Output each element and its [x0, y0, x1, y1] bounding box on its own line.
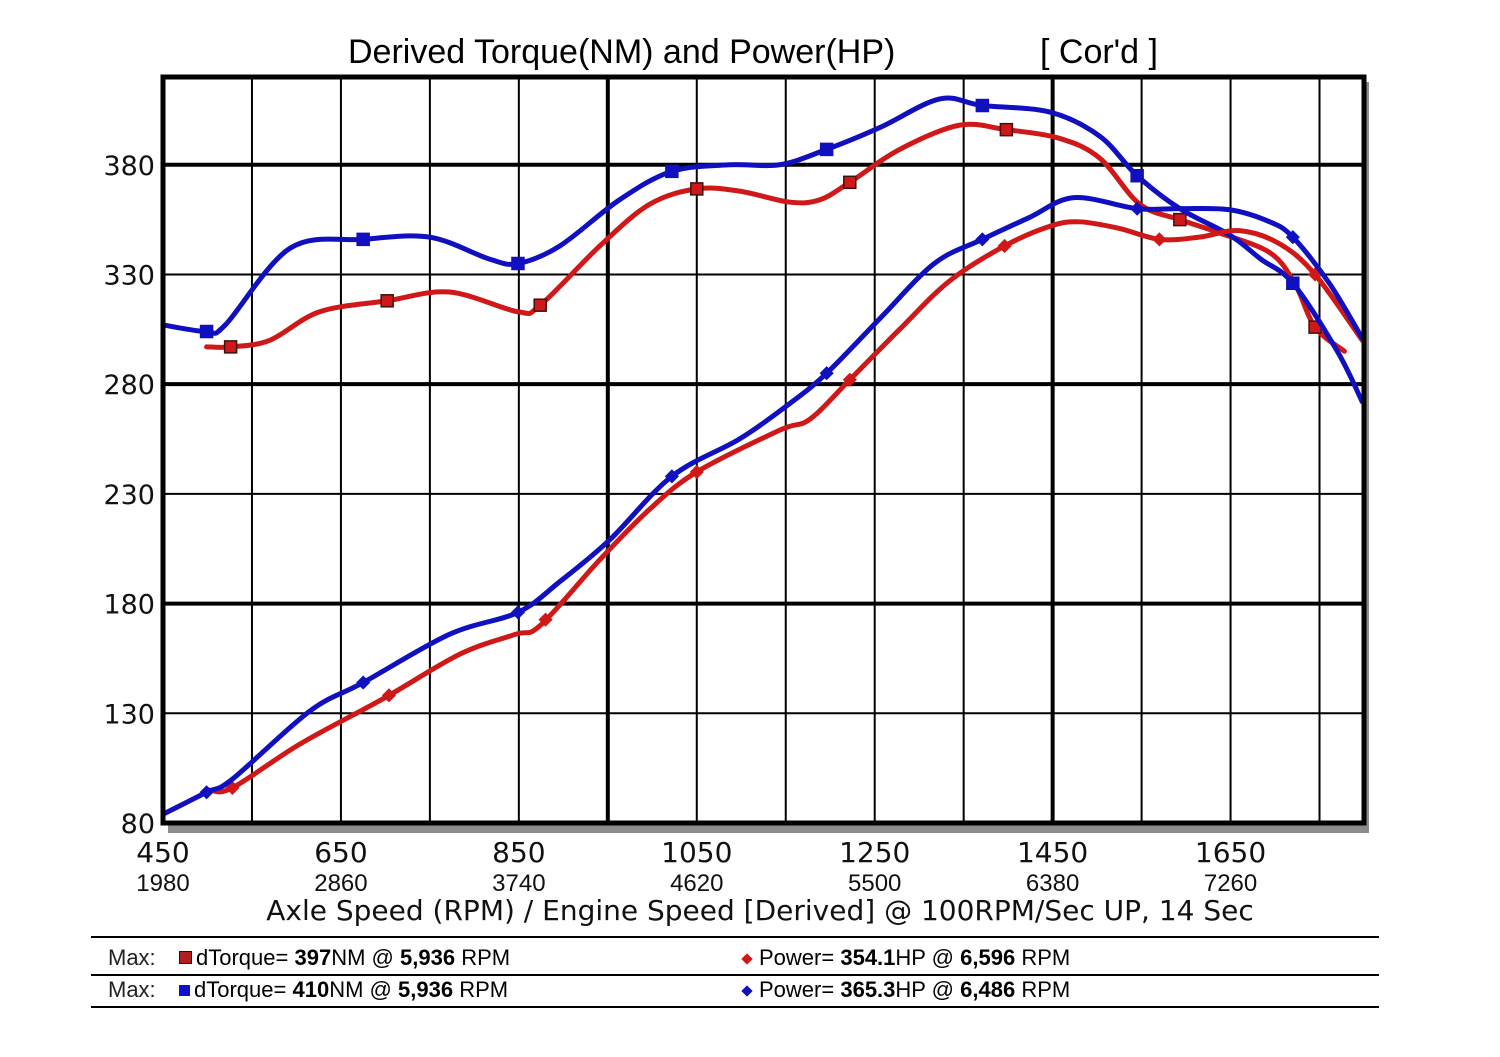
- data-marker-square: [999, 122, 1014, 137]
- max-summary-table: Max: dTorque= 397NM @ 5,936 RPM Power= 3…: [91, 936, 1379, 1010]
- diamond-marker-icon: [741, 953, 753, 965]
- data-marker-diamond: [975, 232, 990, 247]
- data-marker-square: [380, 294, 394, 308]
- diamond-marker-icon: [741, 985, 753, 997]
- data-marker-diamond: [199, 785, 214, 800]
- data-marker-diamond: [356, 675, 371, 690]
- data-marker-diamond: [842, 372, 857, 387]
- x-tick-label: 650: [314, 836, 367, 869]
- series-power-red: [207, 219, 1365, 795]
- series-power-blue: [160, 195, 1365, 817]
- x-tick-label: 1050: [661, 836, 732, 869]
- torque-max-rpm: 5,936: [400, 945, 456, 970]
- data-marker-diamond: [381, 688, 397, 703]
- data-marker-square: [1173, 212, 1187, 227]
- summary-row-run2: Max: dTorque= 410NM @ 5,936 RPM Power= 3…: [91, 975, 1379, 1005]
- x-tick-label-engine-rpm: 5500: [848, 870, 901, 897]
- power-max-value: 365.3: [840, 977, 896, 1002]
- data-marker-diamond: [689, 464, 704, 480]
- plot-frame: [160, 74, 1367, 826]
- y-tick-label: 180: [103, 590, 155, 621]
- data-marker-square: [843, 175, 857, 190]
- torque-max-value: 410: [292, 977, 330, 1002]
- torque-max-value: 397: [294, 945, 332, 970]
- x-tick-label: 1250: [839, 836, 910, 869]
- torque-summary: dTorque= 410NM @ 5,936 RPM: [179, 975, 508, 1005]
- data-marker-diamond: [538, 612, 553, 627]
- divider: [91, 936, 1379, 938]
- data-marker-diamond: [1130, 201, 1145, 216]
- square-marker-icon: [179, 985, 190, 996]
- torque-summary: dTorque= 397NM @ 5,936 RPM: [179, 943, 510, 973]
- divider: [91, 974, 1379, 976]
- dyno-chart: Derived Torque(NM) and Power(HP) [ Cor'd…: [103, 33, 1369, 927]
- y-tick-label: 130: [103, 699, 155, 730]
- data-marker-square: [819, 142, 834, 157]
- data-marker-diamond: [664, 469, 679, 484]
- y-tick-label: 80: [121, 809, 155, 840]
- data-marker-square: [356, 232, 370, 247]
- x-axis-label: Axle Speed (RPM) / Engine Speed [Derived…: [266, 894, 1254, 927]
- power-summary: Power= 365.3HP @ 6,486 RPM: [741, 975, 1070, 1005]
- x-tick-label: 1650: [1195, 836, 1266, 869]
- y-tick-label: 280: [103, 370, 155, 401]
- data-marker-diamond: [1152, 232, 1167, 247]
- x-tick-label: 1450: [1017, 836, 1088, 869]
- power-max-rpm: 6,486: [960, 977, 1016, 1002]
- data-marker-diamond: [1285, 230, 1300, 245]
- plot-area: [163, 77, 1364, 823]
- x-tick-label-engine-rpm: 3740: [492, 870, 545, 897]
- data-marker-square: [199, 324, 214, 339]
- data-marker-square: [690, 182, 704, 196]
- data-marker-diamond: [510, 605, 526, 620]
- chart-title-tag: [ Cor'd ]: [1040, 33, 1158, 71]
- x-tick-label-engine-rpm: 6380: [1026, 870, 1079, 897]
- x-tick-label: 450: [136, 836, 189, 869]
- power-max-value: 354.1: [840, 945, 896, 970]
- y-tick-label: 380: [103, 151, 155, 182]
- x-tick-label: 850: [492, 836, 545, 869]
- divider: [91, 1006, 1379, 1008]
- x-tick-label-engine-rpm: 4620: [670, 870, 723, 897]
- x-tick-label-engine-rpm: 7260: [1204, 870, 1257, 897]
- x-tick-label-engine-rpm: 1980: [136, 870, 189, 897]
- y-tick-label: 230: [103, 480, 155, 511]
- data-marker-diamond: [819, 366, 834, 381]
- y-axis: 80 130 180 230 280 330 380: [103, 151, 155, 840]
- data-marker-square: [1130, 168, 1144, 183]
- data-marker-square: [533, 298, 547, 312]
- square-marker-icon: [179, 951, 192, 964]
- summary-row-run1: Max: dTorque= 397NM @ 5,936 RPM Power= 3…: [91, 943, 1379, 973]
- data-marker-diamond: [997, 238, 1012, 254]
- power-max-rpm: 6,596: [960, 945, 1016, 970]
- data-marker-square: [665, 164, 679, 179]
- data-marker-square: [223, 340, 238, 354]
- torque-max-rpm: 5,936: [398, 977, 454, 1002]
- series-line: [207, 219, 1365, 795]
- x-tick-label-engine-rpm: 2860: [314, 870, 367, 897]
- max-label: Max:: [108, 977, 156, 1002]
- data-marker-square: [1286, 276, 1300, 290]
- data-marker-square: [975, 98, 990, 113]
- y-tick-label: 330: [103, 260, 155, 291]
- data-marker-square: [511, 256, 525, 271]
- series-line: [204, 121, 1347, 354]
- series-layer: [160, 95, 1365, 817]
- chart-title: Derived Torque(NM) and Power(HP): [348, 33, 895, 71]
- power-summary: Power= 354.1HP @ 6,596 RPM: [741, 943, 1070, 973]
- max-label: Max:: [108, 945, 156, 970]
